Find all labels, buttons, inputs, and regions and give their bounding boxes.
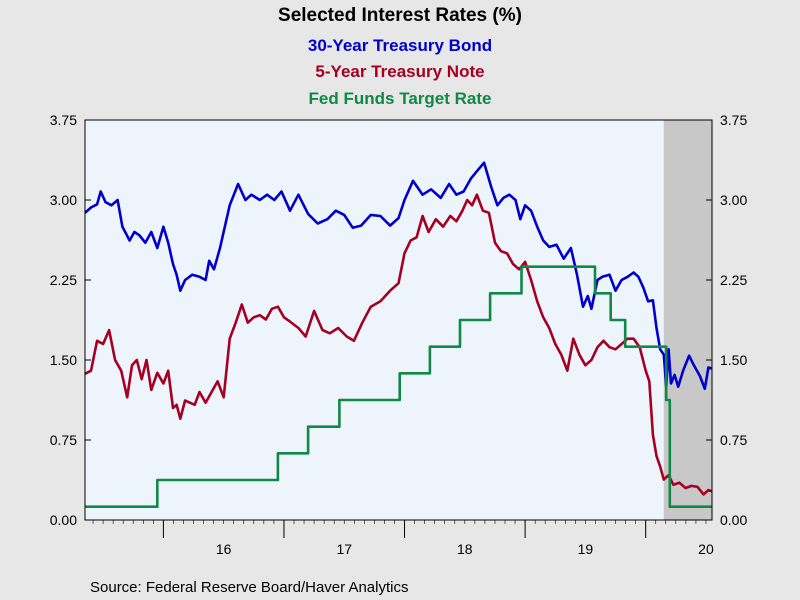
y-tick-label-left: 1.50 [50,352,77,368]
x-tick-label: 18 [457,541,473,557]
subtitle-5-year-treasury-note: 5-Year Treasury Note [315,62,484,81]
plot-frame [84,119,713,521]
x-tick-label: 20 [698,541,714,557]
subtitle-fed-funds-target-rate: Fed Funds Target Rate [309,89,492,108]
y-tick-label-right: 3.00 [720,192,747,208]
source-note: Source: Federal Reserve Board/Haver Anal… [90,579,408,596]
subtitle-30-year-treasury-bond: 30-Year Treasury Bond [308,36,492,55]
x-tick-label: 19 [578,541,594,557]
plot-background [85,120,712,520]
y-tick-label-left: 0.75 [50,432,77,448]
x-tick-label: 17 [336,541,352,557]
y-tick-label-right: 2.25 [720,272,747,288]
y-tick-label-left: 0.00 [50,512,77,528]
y-tick-label-left: 2.25 [50,272,77,288]
y-tick-label-left: 3.75 [50,112,77,128]
y-tick-label-right: 3.75 [720,112,747,128]
y-tick-label-right: 0.00 [720,512,747,528]
y-tick-label-left: 3.00 [50,192,77,208]
plot-area: 0.00 0.00 0.75 0.75 1.50 1.50 2.25 2.25 3.00 3.00… [50,112,748,557]
y-tick-label-right: 0.75 [720,432,747,448]
y-tick-label-right: 1.50 [720,352,747,368]
recession-shading [663,120,712,520]
series-line-fed-funds-target-rate [85,265,712,508]
x-tick-label: 16 [216,541,232,557]
chart-title: Selected Interest Rates (%) [278,5,522,26]
series-line-30-year-treasury-bond [84,161,713,391]
